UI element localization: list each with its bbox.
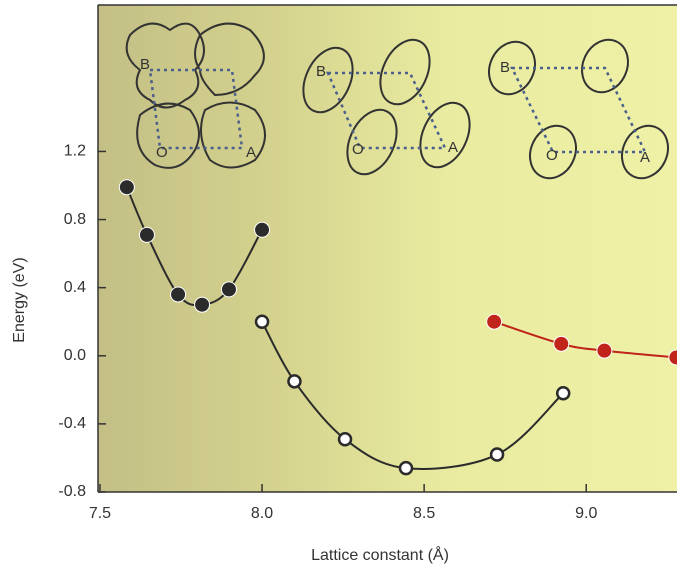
data-point	[254, 314, 270, 329]
y-tick-label: -0.4	[58, 415, 86, 432]
data-point	[138, 226, 155, 243]
y-tick-label: 0.8	[64, 211, 86, 228]
data-point	[596, 342, 613, 359]
data-point	[220, 281, 237, 298]
inset-label: B	[500, 59, 510, 76]
inset-label: A	[448, 139, 458, 156]
data-point	[555, 385, 571, 401]
inset-label: O	[352, 141, 364, 158]
inset-label: B	[140, 56, 150, 73]
data-point	[118, 179, 135, 196]
data-point	[398, 460, 414, 476]
inset-2: B O A	[302, 38, 471, 176]
data-point	[489, 447, 505, 462]
data-point	[553, 335, 570, 352]
y-tick-label: -0.8	[58, 483, 86, 500]
plot-area	[98, 5, 677, 492]
inset-label: O	[156, 144, 168, 161]
y-tick-label: 0.4	[64, 279, 86, 296]
x-tick-label: 8.0	[251, 505, 273, 522]
data-point	[337, 431, 353, 447]
inset-label: O	[546, 147, 558, 164]
inset-1: B O A	[125, 22, 266, 169]
y-tick-label: 1.2	[64, 143, 86, 160]
inset-label: A	[246, 144, 256, 161]
x-tick-label: 8.5	[413, 505, 435, 522]
data-point	[194, 296, 211, 313]
data-point	[486, 313, 503, 330]
inset-label: B	[316, 63, 326, 80]
x-tick-label: 9.0	[575, 505, 597, 522]
data-point	[170, 286, 187, 303]
data-point	[287, 374, 302, 389]
x-axis-label: Lattice constant (Å)	[311, 545, 449, 564]
data-point	[668, 349, 677, 366]
inset-3: B O A	[488, 38, 669, 180]
fit-curve	[493, 320, 677, 359]
y-axis-label: Energy (eV)	[11, 257, 28, 342]
x-tick-label: 7.5	[89, 505, 111, 522]
data-point	[254, 221, 271, 238]
inset-label: A	[640, 149, 650, 166]
y-tick-label: 0.0	[64, 347, 86, 364]
